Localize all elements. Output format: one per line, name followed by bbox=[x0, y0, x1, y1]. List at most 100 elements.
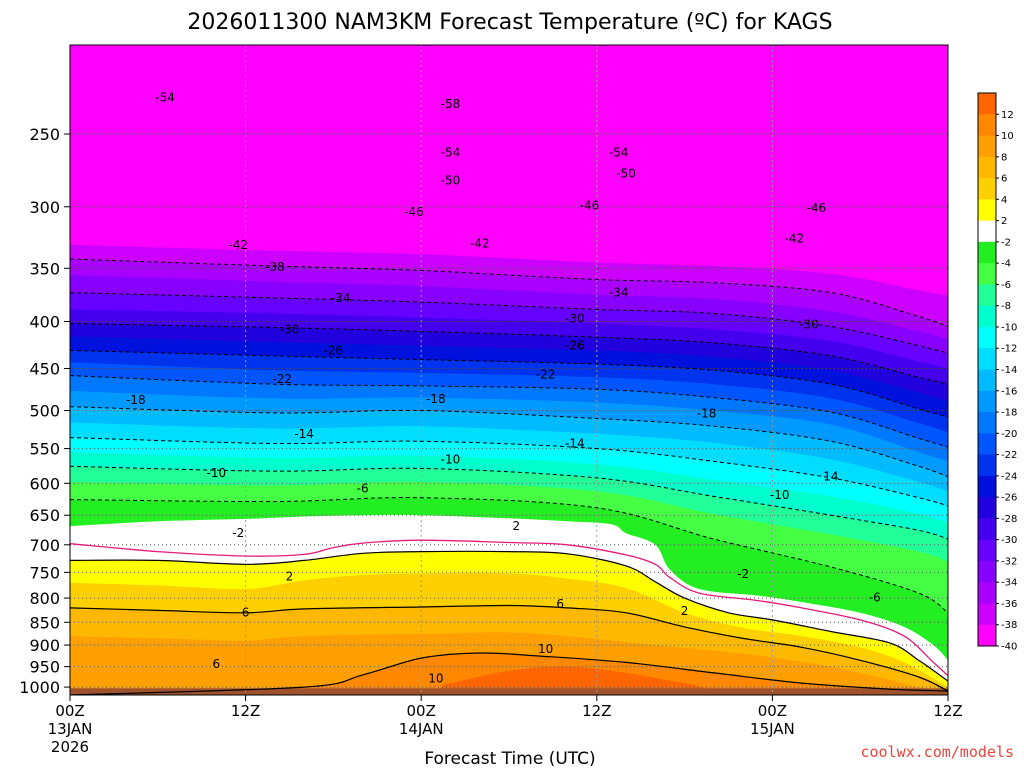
contour-label-18: -26 bbox=[324, 343, 344, 357]
colorbar-label-9: -8 bbox=[1001, 301, 1011, 312]
x-tick-label-4: 00Z bbox=[758, 702, 787, 720]
contour-label-5: -50 bbox=[616, 166, 636, 180]
contour-label-28: -10 bbox=[207, 466, 227, 480]
contour-label-29: -10 bbox=[441, 452, 461, 466]
contour-label-0: -54 bbox=[155, 90, 175, 104]
contour-label-7: -46 bbox=[580, 198, 600, 212]
contour-lines bbox=[70, 258, 948, 695]
contour-label-37: 2 bbox=[681, 604, 689, 618]
colorbar-label-14: -18 bbox=[1001, 408, 1017, 419]
colorbar-swatch-7 bbox=[978, 241, 996, 264]
y-tick-label-7: 600 bbox=[29, 474, 60, 493]
colorbar-swatch-3 bbox=[978, 156, 996, 179]
contour-label-4: -50 bbox=[441, 174, 461, 188]
contour-label-34: 2 bbox=[512, 519, 520, 533]
y-tick-label-8: 650 bbox=[29, 506, 60, 525]
contour-line-16 bbox=[70, 465, 948, 540]
contour-line-6 bbox=[70, 323, 948, 385]
x-tick-label-2: 00Z bbox=[407, 702, 436, 720]
y-tick-label-0: 250 bbox=[29, 125, 60, 144]
contour-label-38: 6 bbox=[242, 605, 250, 619]
colorbar-label-22: -34 bbox=[1001, 578, 1017, 589]
contour-label-1: -58 bbox=[441, 97, 461, 111]
colorbar-swatch-15 bbox=[978, 412, 996, 434]
x-tick-year-0: 2026 bbox=[51, 738, 89, 756]
temperature-bands bbox=[70, 45, 948, 695]
colorbar-label-8: -6 bbox=[1001, 280, 1011, 291]
colorbar-swatch-25 bbox=[978, 624, 996, 647]
y-tick-label-5: 500 bbox=[29, 402, 60, 421]
freezing-line bbox=[70, 539, 948, 677]
temperature-band-25 bbox=[70, 666, 948, 695]
contour-line-2 bbox=[70, 258, 948, 327]
contour-label-31: -6 bbox=[357, 482, 369, 496]
colorbar-label-20: -30 bbox=[1001, 535, 1017, 546]
y-tick-label-13: 900 bbox=[29, 636, 60, 655]
colorbar-label-2: 8 bbox=[1001, 152, 1007, 163]
x-tick-label-5: 12Z bbox=[933, 702, 962, 720]
x-tick-date-2: 14JAN bbox=[399, 720, 444, 738]
contour-labels: -54 -58 -54 -54 -50 -50 -46 -46 -46 -42 -42 -42 -38 -… bbox=[126, 90, 881, 685]
colorbar-swatch-20 bbox=[978, 518, 996, 541]
contour-line-20 bbox=[70, 550, 948, 682]
colorbar-swatch-17 bbox=[978, 454, 996, 477]
y-tick-label-1: 300 bbox=[29, 198, 60, 217]
contour-label-26: -14 bbox=[565, 436, 585, 450]
y-tick-label-14: 950 bbox=[29, 658, 60, 677]
credit-text[interactable]: coolwx.com/models bbox=[860, 743, 1014, 761]
contour-label-13: -34 bbox=[331, 291, 351, 305]
colorbar-label-23: -36 bbox=[1001, 599, 1017, 610]
colorbar-swatch-24 bbox=[978, 603, 996, 626]
contour-label-30: -10 bbox=[770, 488, 790, 502]
contour-label-14: -34 bbox=[609, 286, 629, 300]
y-tick-label-9: 700 bbox=[29, 536, 60, 555]
colorbar-swatch-1 bbox=[978, 114, 996, 137]
colorbar-label-16: -22 bbox=[1001, 450, 1017, 461]
contour-label-19: -26 bbox=[565, 339, 585, 353]
plot-area: -54 -58 -54 -54 -50 -50 -46 -46 -46 -42 -42 -42 -38 -… bbox=[70, 45, 948, 695]
grid-lines bbox=[70, 45, 948, 695]
ground-strip bbox=[70, 688, 948, 695]
contour-label-32: -6 bbox=[869, 591, 881, 605]
colorbar-swatch-16 bbox=[978, 433, 996, 456]
colorbar-label-4: 4 bbox=[1001, 195, 1007, 206]
contour-label-2: -54 bbox=[441, 146, 461, 160]
contour-label-22: -18 bbox=[126, 393, 146, 407]
contour-line-24 bbox=[70, 652, 948, 695]
contour-label-27: 14 bbox=[823, 470, 838, 484]
contour-label-15: -30 bbox=[280, 322, 300, 336]
colorbar-swatch-22 bbox=[978, 560, 996, 583]
contour-label-11: -42 bbox=[785, 232, 805, 246]
colorbar-label-18: -26 bbox=[1001, 493, 1017, 504]
contour-label-3: -54 bbox=[609, 146, 629, 160]
contour-label-16: -30 bbox=[565, 312, 585, 326]
colorbar-label-11: -12 bbox=[1001, 344, 1017, 355]
colorbar-swatch-4 bbox=[978, 178, 996, 200]
contour-label-39: 6 bbox=[556, 597, 564, 611]
colorbar-label-21: -32 bbox=[1001, 556, 1017, 567]
contour-line-18 bbox=[70, 497, 948, 614]
x-tick-label-1: 12Z bbox=[231, 702, 260, 720]
y-axis: 250 300 350 400 450 500 550 600 650 700 750 800 850 9… bbox=[19, 125, 70, 697]
colorbar-label-19: -28 bbox=[1001, 514, 1017, 525]
y-tick-label-2: 350 bbox=[29, 259, 60, 278]
colorbar-swatch-14 bbox=[978, 390, 996, 413]
colorbar-swatch-5 bbox=[978, 199, 996, 222]
colorbar: 12 10 8 6 4 2 -2 -4 -6 -8 -10 -12 -14 -16 -18 -20 -22 -24… bbox=[977, 92, 1017, 653]
contour-line-8 bbox=[70, 349, 948, 418]
contour-label-21: -22 bbox=[536, 368, 556, 382]
x-tick-label-3: 12Z bbox=[582, 702, 611, 720]
contour-label-42: 10 bbox=[428, 672, 443, 686]
x-tick-date-0: 13JAN bbox=[48, 720, 93, 738]
contour-label-10: -42 bbox=[470, 237, 490, 251]
y-tick-label-10: 750 bbox=[29, 563, 60, 582]
contour-label-12: -38 bbox=[265, 260, 285, 274]
y-tick-label-11: 800 bbox=[29, 589, 60, 608]
colorbar-label-7: -4 bbox=[1001, 259, 1011, 270]
contour-line-12 bbox=[70, 406, 948, 478]
colorbar-swatch-12 bbox=[978, 348, 996, 370]
colorbar-swatch-9 bbox=[978, 284, 996, 307]
colorbar-label-15: -20 bbox=[1001, 429, 1017, 440]
